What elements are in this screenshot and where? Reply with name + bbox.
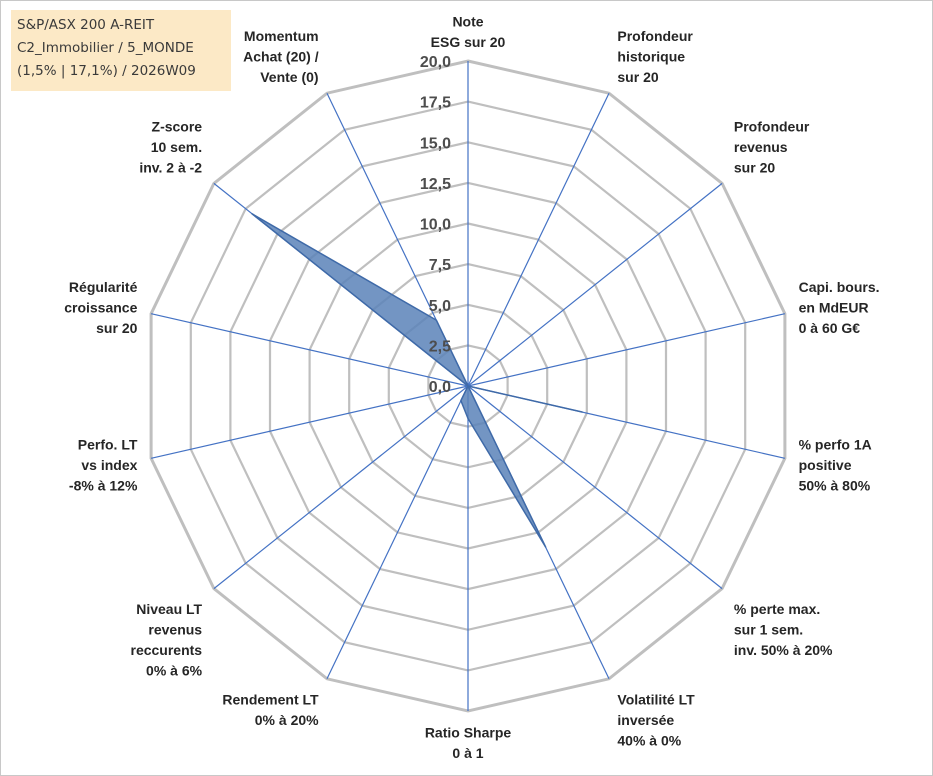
tick-label: 12,5 <box>420 176 451 193</box>
axis-label-line: sur 1 sem. <box>734 622 803 638</box>
axis-label: Rendement LT 0% à 20% <box>222 691 319 728</box>
axis-spoke <box>150 313 469 387</box>
axis-label: Perfo. LT vs index -8% à 12% <box>69 437 138 494</box>
axis-label-line: sur 20 <box>96 320 137 336</box>
axis-label-line: Capi. bours. <box>799 279 880 295</box>
tick-label: 7,5 <box>429 257 451 274</box>
axis-label-line: inversée <box>617 712 674 728</box>
info-line-period: (1,5% | 17,1%) / 2026W09 <box>17 63 196 79</box>
axis-label: % perte max. sur 1 sem. inv. 50% à 20% <box>734 601 833 658</box>
tick-label: 15,0 <box>420 135 451 152</box>
axis-spoke <box>326 385 469 680</box>
tick-labels: 0,0 2,5 5,0 7,5 10,0 12,5 15,0 17,5 20,0 <box>420 54 451 396</box>
axis-label-line: Note <box>452 14 483 30</box>
axis-label-line: 0 à 60 G€ <box>799 320 861 336</box>
axis-label-line: % perte max. <box>734 601 820 617</box>
tick-label: 0,0 <box>429 379 451 396</box>
axis-spokes <box>150 61 786 711</box>
axis-label-line: 40% à 0% <box>617 732 681 748</box>
tick-label: 17,5 <box>420 95 451 112</box>
axis-label-line: vs index <box>81 457 137 473</box>
axis-labels: Note ESG sur 20 Profondeur historique sur 20… <box>64 14 879 762</box>
series-area <box>251 213 583 548</box>
axis-label: Régularité croissance sur 20 <box>64 279 137 336</box>
axis-label-line: Niveau LT <box>136 601 202 617</box>
axis-label-line: positive <box>799 457 852 473</box>
axis-label-line: Perfo. LT <box>78 437 138 453</box>
axis-label-line: Rendement LT <box>222 691 319 707</box>
axis-label-line: croissance <box>64 299 137 315</box>
axis-spoke <box>467 385 723 590</box>
axis-label: Note ESG sur 20 <box>431 14 506 51</box>
axis-label-line: Z-score <box>152 118 203 134</box>
tick-label: 10,0 <box>420 217 451 234</box>
axis-label-line: 0% à 20% <box>255 712 319 728</box>
axis-label: Niveau LT revenus reccurents 0% à 6% <box>131 601 203 679</box>
axis-label-line: inv. 2 à -2 <box>139 159 202 175</box>
axis-label-line: reccurents <box>131 642 203 658</box>
axis-spoke <box>467 182 723 387</box>
axis-spoke <box>213 385 469 590</box>
axis-label-line: 50% à 80% <box>799 478 871 494</box>
axis-label-line: inv. 50% à 20% <box>734 642 833 658</box>
axis-label-line: 10 sem. <box>151 139 202 155</box>
axis-label-line: revenus <box>734 139 788 155</box>
axis-label-line: -8% à 12% <box>69 478 138 494</box>
axis-label-line: Momentum <box>244 28 319 44</box>
axis-label-line: Profondeur <box>734 118 810 134</box>
axis-label-line: Régularité <box>69 279 138 295</box>
axis-spoke <box>467 313 786 387</box>
axis-label-line: Vente (0) <box>260 69 318 85</box>
axis-label: Capi. bours. en MdEUR 0 à 60 G€ <box>799 279 880 336</box>
axis-label-line: historique <box>617 49 685 65</box>
data-series <box>251 213 583 548</box>
axis-label-line: Ratio Sharpe <box>425 725 512 741</box>
axis-label-line: Profondeur <box>617 28 693 44</box>
info-box: S&P/ASX 200 A-REIT C2_Immobilier / 5_MON… <box>11 10 231 91</box>
axis-label-line: en MdEUR <box>799 299 869 315</box>
axis-label-line: ESG sur 20 <box>431 34 506 50</box>
axis-label: Momentum Achat (20) / Vente (0) <box>243 28 319 85</box>
tick-label: 5,0 <box>429 298 451 315</box>
tick-label: 2,5 <box>429 338 451 355</box>
axis-spoke <box>150 385 469 459</box>
axis-label-line: % perfo 1A <box>799 437 872 453</box>
axis-label-line: sur 20 <box>734 159 775 175</box>
axis-label: Ratio Sharpe 0 à 1 <box>425 725 512 762</box>
axis-label: Profondeur revenus sur 20 <box>734 118 810 175</box>
tick-label: 20,0 <box>420 54 451 71</box>
axis-label-line: Achat (20) / <box>243 49 319 65</box>
axis-label-line: revenus <box>148 622 202 638</box>
axis-label-line: 0 à 1 <box>452 745 483 761</box>
axis-label-line: Volatilité LT <box>617 691 695 707</box>
axis-spoke <box>467 92 610 387</box>
axis-label: Volatilité LT inversée 40% à 0% <box>617 691 695 748</box>
info-line-category: C2_Immobilier / 5_MONDE <box>17 40 194 56</box>
axis-label: % perfo 1A positive 50% à 80% <box>799 437 872 494</box>
info-line-index: S&P/ASX 200 A-REIT <box>17 17 155 33</box>
axis-label-line: sur 20 <box>617 69 658 85</box>
axis-label: Profondeur historique sur 20 <box>617 28 693 85</box>
axis-label-line: 0% à 6% <box>146 663 203 679</box>
axis-label: Z-score 10 sem. inv. 2 à -2 <box>139 118 202 175</box>
